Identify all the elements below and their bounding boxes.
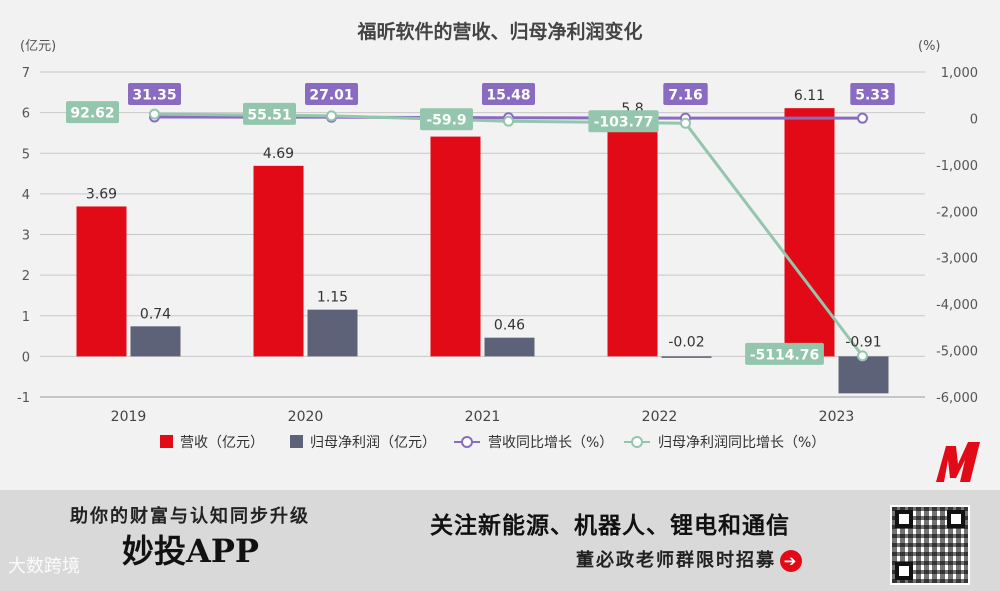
right-axis-unit: (%) xyxy=(918,39,941,54)
left-tick-label: 0 xyxy=(22,350,30,365)
x-tick-label: 2022 xyxy=(642,409,678,425)
banner-recruit-link[interactable]: 董必政老师群限时招募 ➔ xyxy=(576,546,802,572)
net-profit-bar-label: 1.15 xyxy=(317,290,348,306)
qr-finder-bottom-left xyxy=(895,562,913,580)
legend-swatch xyxy=(290,435,303,448)
right-tick-label: 1,000 xyxy=(941,66,978,81)
revenue-growth-label: 27.01 xyxy=(309,88,353,104)
net-profit-bar xyxy=(130,326,181,357)
left-tick-label: 1 xyxy=(22,310,30,325)
watermark: 大数跨境 xyxy=(8,556,80,577)
brand-logo xyxy=(936,442,980,482)
profit-growth-label: -5114.76 xyxy=(750,347,820,363)
legend-label: 营收同比增长（%） xyxy=(488,435,613,451)
revenue-bar xyxy=(607,120,658,357)
net-profit-bar-label: 0.74 xyxy=(140,306,171,322)
left-axis-unit: (亿元) xyxy=(20,39,56,54)
right-tick-label: -4,000 xyxy=(936,298,978,313)
revenue-bar xyxy=(253,165,304,357)
profit-growth-point xyxy=(857,350,868,362)
arrow-right-icon: ➔ xyxy=(780,550,802,572)
left-tick-label: 3 xyxy=(22,229,30,244)
right-tick-label: -2,000 xyxy=(936,205,978,220)
revenue-growth-label-box xyxy=(663,83,708,105)
promo-banner: 助你的财富与认知同步升级 妙投APP 关注新能源、机器人、锂电和通信 董必政老师… xyxy=(0,490,1000,591)
legend-marker xyxy=(461,436,473,448)
profit-growth-label: 55.51 xyxy=(247,107,291,123)
left-tick-label: 4 xyxy=(22,188,30,203)
left-tick-label: 2 xyxy=(22,269,30,284)
left-tick-label: 5 xyxy=(22,147,30,162)
net-profit-bar-label: -0.91 xyxy=(845,334,881,350)
revenue-growth-label: 5.33 xyxy=(855,88,890,104)
profit-growth-label: 92.62 xyxy=(70,106,114,122)
qr-finder-top-left xyxy=(895,510,913,528)
chart-title: 福昕软件的营收、归母净利润变化 xyxy=(356,20,642,43)
x-tick-label: 2019 xyxy=(111,409,147,425)
revenue-growth-point xyxy=(857,112,868,124)
legend-label: 归母净利润同比增长（%） xyxy=(658,434,825,451)
net-profit-bar xyxy=(307,309,358,357)
revenue-bar-label: 4.69 xyxy=(263,146,294,162)
legend-label: 营收（亿元） xyxy=(180,435,264,451)
profit-growth-label: -59.9 xyxy=(426,113,466,129)
profit-growth-point xyxy=(149,108,160,120)
profit-growth-label-box xyxy=(243,102,296,125)
x-tick-label: 2021 xyxy=(465,409,501,425)
revenue-bar-label: 3.69 xyxy=(86,186,117,202)
left-tick-label: 7 xyxy=(22,66,30,81)
revenue-bar xyxy=(784,108,835,357)
revenue-bar xyxy=(430,136,481,357)
qr-code xyxy=(890,505,970,585)
profit-growth-label-box xyxy=(420,108,473,131)
right-tick-label: -1,000 xyxy=(936,159,978,174)
revenue-bar xyxy=(76,206,127,357)
profit-growth-point xyxy=(680,117,691,129)
banner-slogan: 助你的财富与认知同步升级 xyxy=(70,506,310,527)
legend-marker xyxy=(631,436,643,448)
x-tick-label: 2023 xyxy=(819,409,855,425)
net-profit-bar xyxy=(661,356,712,358)
chart-canvas: 福昕软件的营收、归母净利润变化 (亿元) (%) 3.694.695.86.11… xyxy=(17,20,978,451)
net-profit-bar xyxy=(484,337,535,357)
net-profit-bar xyxy=(838,356,889,394)
right-tick-label: 0 xyxy=(970,112,978,127)
legend-swatch xyxy=(160,435,173,448)
left-tick-label: -1 xyxy=(17,391,30,406)
revenue-growth-label: 15.48 xyxy=(486,88,530,104)
profit-growth-label-box xyxy=(745,342,824,365)
x-tick-label: 2020 xyxy=(288,409,324,425)
revenue-growth-label: 31.35 xyxy=(132,88,176,104)
revenue-growth-label: 7.16 xyxy=(668,88,703,104)
profit-growth-label-box xyxy=(588,110,659,133)
right-tick-label: -3,000 xyxy=(936,252,978,267)
profit-growth-label: -103.77 xyxy=(594,115,654,131)
profit-growth-label-box xyxy=(66,101,119,124)
right-tick-label: -5,000 xyxy=(936,345,978,360)
banner-focus-text: 关注新能源、机器人、锂电和通信 xyxy=(430,513,790,539)
revenue-growth-label-box xyxy=(482,83,535,105)
left-tick-label: 6 xyxy=(22,107,30,122)
revenue-growth-label-box xyxy=(128,83,181,105)
profit-growth-point xyxy=(326,110,337,122)
revenue-growth-label-box xyxy=(305,83,358,105)
qr-finder-top-right xyxy=(947,510,965,528)
banner-recruit-text: 董必政老师群限时招募 xyxy=(576,550,776,571)
net-profit-bar-label: -0.02 xyxy=(668,334,704,350)
revenue-growth-label-box xyxy=(850,83,895,105)
profit-growth-point xyxy=(503,115,514,127)
net-profit-bar-label: 0.46 xyxy=(494,318,525,334)
legend-label: 归母净利润（亿元） xyxy=(310,434,436,451)
revenue-bar-label: 6.11 xyxy=(794,88,825,104)
banner-app-name: 妙投APP xyxy=(122,532,259,570)
right-tick-label: -6,000 xyxy=(936,391,978,406)
